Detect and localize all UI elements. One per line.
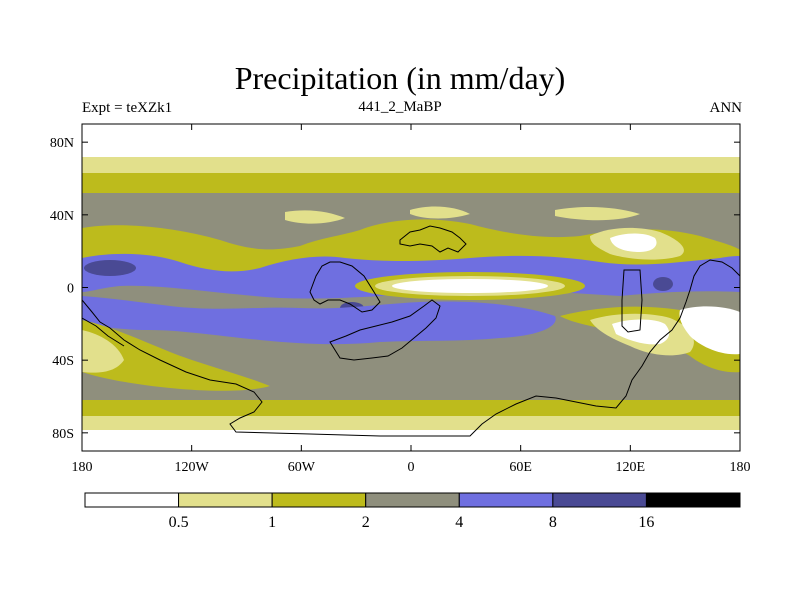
y-tick-label: 80N [50,136,74,151]
equatorial-white-core [392,279,548,293]
band-north-olive [82,173,740,195]
band-south-light [82,416,740,432]
colorbar-label: 16 [638,514,654,531]
colorbar: 0.5 1 2 4 8 16 [84,492,741,531]
colorbar-label: 4 [455,514,463,531]
y-tick-label: 40N [50,209,74,224]
patch-southwest-light [82,330,124,373]
colorbar-label: 0.5 [169,514,189,531]
colorbar-swatch [458,492,554,508]
itcz-south-blue [82,296,556,345]
season-label: ANN [709,100,743,116]
y-tick-label: 0 [67,282,74,297]
experiment-label: Expt = teXZk1 [82,100,173,116]
band-polar-south [82,430,740,451]
colorbar-swatch [84,492,180,508]
colorbar-swatch [552,492,647,508]
x-tick-label: 180 [72,460,93,475]
core-pacific-north [84,260,136,276]
colorbar-label: 1 [268,514,276,531]
chart-title: Precipitation (in mm/day) [234,60,566,96]
map-field [82,124,740,451]
patch-australia-white [612,319,670,345]
colorbar-swatch [645,492,741,508]
coastline-north-continent [399,225,467,253]
patch-north-light-streaks [285,206,640,224]
colorbar-label: 2 [362,514,370,531]
coastline-east-island [621,269,643,333]
y-tick-label: 40S [52,354,74,369]
coastline-west-south-strip [82,317,125,347]
coastline-central-south [329,299,441,361]
x-tick-label: 120E [616,460,646,475]
coastlines [82,225,740,437]
x-tick-label: 60E [509,460,532,475]
colorbar-swatch [365,492,460,508]
coastline-central-continent [309,261,381,313]
x-tick-label: 180 [730,460,751,475]
band-south-olive [82,400,740,418]
colorbar-swatch [178,492,273,508]
x-tick-label: 60W [288,460,316,475]
period-label: 441_2_MaBP [358,99,442,115]
patch-asia-white [610,233,657,252]
colorbar-label: 8 [549,514,557,531]
x-tick-label: 120W [175,460,210,475]
patch-east-australia-white [679,306,740,355]
core-maritime [653,277,673,291]
x-tick-label: 0 [408,460,415,475]
coastline-southwest-continent [82,259,740,437]
colorbar-swatch [271,492,367,508]
y-tick-label: 80S [52,427,74,442]
band-north-light [82,157,740,175]
axis-ticks: 180 120W 60W 0 60E 120E 180 80N 40N 0 40S 80S [50,124,751,475]
patch-south-olive-west [82,320,270,391]
